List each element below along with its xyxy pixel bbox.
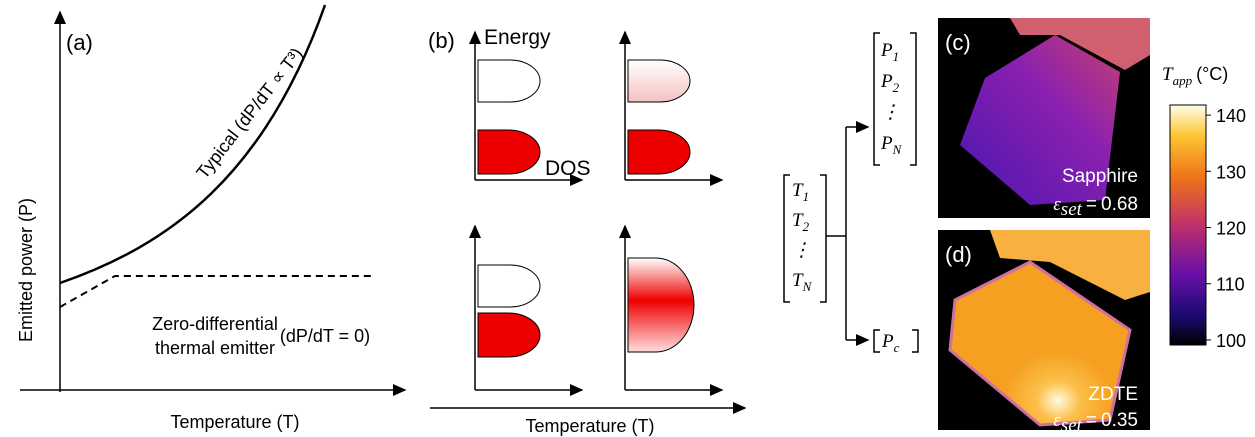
subscript: N	[802, 279, 813, 294]
panel-a: (a) Emitted power (P) Typical (dP/dT ∝ T…	[16, 4, 407, 432]
symbol: P	[881, 331, 894, 352]
panel-label: (c)	[945, 30, 971, 55]
subscript: 2	[893, 80, 900, 95]
subscript: app	[1173, 73, 1193, 88]
tick-label: 110	[1216, 275, 1245, 295]
tick-label: 120	[1216, 219, 1246, 239]
symbol: ε	[1053, 410, 1061, 431]
tick-label: 140	[1216, 106, 1246, 126]
colorbar: Tapp (°C) 100 110 120 130 140	[1162, 64, 1246, 351]
colorbar-title: Tapp (°C)	[1162, 64, 1228, 88]
value: 0.68	[1101, 194, 1138, 215]
vector-entry: ⋮	[881, 102, 900, 123]
panel-b: (b) Energy DOS Temperature (T)	[428, 26, 747, 436]
tick-label: 130	[1216, 162, 1246, 182]
panel-label: (d)	[945, 242, 972, 267]
energy-label: Energy	[484, 26, 551, 49]
vector-entry: T1	[792, 180, 809, 204]
vector-entry: P2	[880, 71, 900, 95]
colorbar-gradient	[1169, 104, 1207, 346]
sample	[960, 35, 1120, 205]
symbol: P	[880, 40, 893, 61]
symbol: ε	[1053, 194, 1061, 215]
panel-d: (d) ZDTE εset = 0.35	[938, 230, 1150, 436]
vector-entry: PN	[880, 133, 903, 157]
material: Sapphire	[1062, 166, 1138, 187]
annotation: (dP/dT = 0)	[280, 326, 370, 346]
symbol: ⋮	[881, 102, 900, 123]
vector-entry: T2	[792, 210, 810, 234]
symbol: T	[792, 210, 804, 231]
x-axis-label: Temperature (T)	[170, 412, 299, 432]
vector-entry: Pc	[881, 331, 900, 355]
x-axis-label: Temperature (T)	[525, 416, 654, 436]
panel-label: (b)	[428, 28, 455, 53]
bracket	[873, 329, 919, 353]
subscript: set	[1061, 415, 1083, 436]
branch	[826, 127, 847, 340]
dos-diagrams	[469, 30, 724, 396]
vector-entry: P1	[880, 40, 899, 64]
typical-curve	[59, 4, 327, 285]
emissivity: εset = 0.68	[1053, 194, 1138, 220]
y-axis-label: Emitted power (P)	[16, 198, 36, 342]
unit: (°C)	[1196, 64, 1228, 84]
vector-entry: TN	[792, 270, 813, 294]
subscript: set	[1061, 199, 1083, 220]
subscript: 1	[803, 189, 810, 204]
symbol: T	[1162, 64, 1174, 85]
emissivity: εset = 0.35	[1053, 410, 1138, 436]
material: ZDTE	[1088, 384, 1138, 405]
symbol: T	[792, 270, 804, 291]
curve-label: Typical (dP/dT ∝ T³)	[192, 44, 306, 183]
symbol: T	[792, 180, 804, 201]
sample	[948, 260, 1132, 427]
value: 0.35	[1101, 410, 1138, 431]
symbol: P	[880, 71, 893, 92]
annotation: thermal emitter	[155, 338, 275, 358]
subscript: c	[894, 340, 900, 355]
subscript: 1	[893, 49, 900, 64]
bracket	[873, 32, 917, 166]
zdte-curve	[59, 275, 372, 308]
bracket	[783, 174, 827, 303]
holder	[990, 230, 1150, 300]
tick-label: 100	[1216, 331, 1246, 351]
panel-label: (a)	[66, 30, 93, 55]
dos-label: DOS	[545, 157, 591, 180]
annotation: Zero-differential	[152, 314, 278, 334]
subscript: N	[892, 142, 903, 157]
relation: =	[1086, 194, 1097, 215]
symbol: ⋮	[792, 240, 811, 261]
panel-c: (c) Sapphire εset = 0.68	[938, 18, 1150, 220]
symbol: P	[880, 133, 893, 154]
relation: =	[1086, 410, 1097, 431]
vector-entry: ⋮	[792, 240, 811, 261]
holder	[1010, 18, 1150, 70]
subscript: 2	[803, 219, 810, 234]
